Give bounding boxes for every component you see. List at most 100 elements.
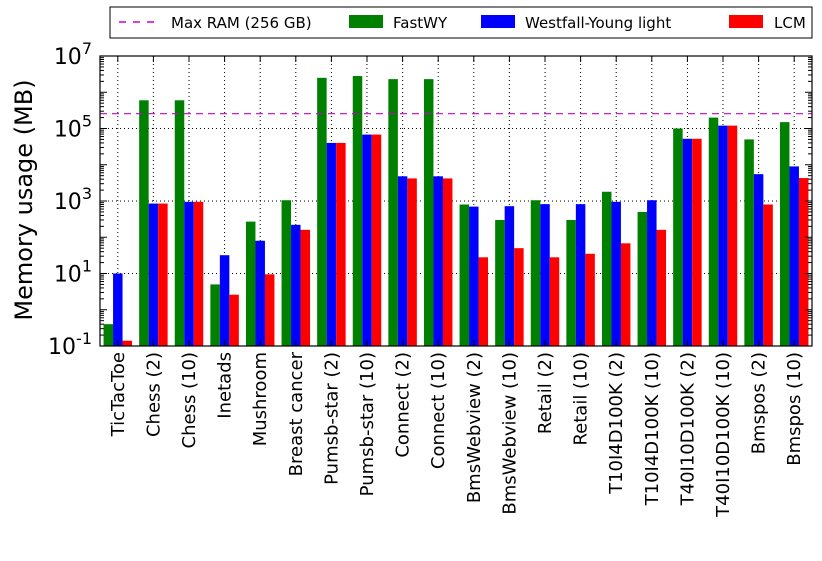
bar-fastwy-bmswebview-2 xyxy=(459,204,470,346)
x-tick-label: Retail (10) xyxy=(571,352,592,446)
legend-label-lcm: LCM xyxy=(774,14,806,32)
x-tick-label: T40I10D100K (2) xyxy=(677,352,698,506)
x-tick-label: T10I4D100K (10) xyxy=(642,352,663,506)
x-tick-label: Bmspos (10) xyxy=(784,352,805,466)
bar-fastwy-bmswebview-10 xyxy=(495,219,505,346)
bar-fastwy-pumsb-star-2 xyxy=(317,77,327,346)
legend-item-max-ram: Max RAM (256 GB) xyxy=(119,14,312,32)
legend-swatch-westfall-young xyxy=(481,15,515,28)
bar-westfall-young-light-connect-10 xyxy=(433,176,443,346)
y-axis-label: Memory usage (MB) xyxy=(10,79,38,320)
bar-westfall-young-light-pumsb-star-10 xyxy=(362,134,372,346)
bar-lcm-retail-10 xyxy=(585,253,595,346)
x-tick-label: Chess (2) xyxy=(143,352,164,437)
x-tick-label: Pumsb-star (2) xyxy=(321,352,342,485)
x-tick-label: Connect (2) xyxy=(393,352,414,458)
bar-fastwy-pumsb-star-10 xyxy=(352,76,363,346)
bar-lcm-chess-10 xyxy=(193,201,204,346)
x-tick-label: Retail (2) xyxy=(535,352,556,434)
bar-lcm-connect-2 xyxy=(407,178,417,346)
legend-item-lcm: LCM xyxy=(729,14,806,32)
bar-fastwy-chess-10 xyxy=(174,100,185,346)
bar-fastwy-tictactoe xyxy=(103,324,114,346)
x-tick-label: Connect (10) xyxy=(428,352,449,469)
y-axis-ticks: 10-1 101 103 105 107 xyxy=(48,39,812,360)
bar-lcm-t40i10d100k-10 xyxy=(727,125,738,347)
bar-westfall-young-light-retail-2 xyxy=(540,204,550,346)
x-tick-label: Breast cancer xyxy=(286,351,307,476)
bar-fastwy-bmspos-10 xyxy=(779,122,790,346)
legend-item-westfall-young: Westfall-Young light xyxy=(481,14,671,32)
bar-westfall-young-light-bmspos-2 xyxy=(753,174,764,346)
legend-item-fastwy: FastWY xyxy=(349,14,448,32)
bar-lcm-bmswebview-2 xyxy=(478,257,489,346)
bar-westfall-young-light-tictactoe xyxy=(113,273,123,346)
x-axis-ticks: TicTacToe Chess (2) Chess (10) Inetads Mushr… xyxy=(108,56,805,518)
bar-fastwy-t40i10d100k-10 xyxy=(708,117,719,346)
bar-lcm-connect-10 xyxy=(442,178,453,346)
bars xyxy=(103,76,809,347)
legend-label-max-ram: Max RAM (256 GB) xyxy=(171,14,312,32)
x-tick-label: T40I10D100K (10) xyxy=(713,352,734,518)
y-tick-label: 103 xyxy=(54,184,92,215)
bar-fastwy-retail-2 xyxy=(530,200,541,346)
bar-lcm-breast-cancer xyxy=(300,229,311,346)
bar-fastwy-connect-2 xyxy=(388,79,398,347)
x-tick-label: Mushroom xyxy=(250,352,271,446)
bar-westfall-young-light-t10i4d100k-10 xyxy=(647,200,657,346)
bar-lcm-pumsb-star-10 xyxy=(371,134,382,346)
bar-westfall-young-light-pumsb-star-2 xyxy=(326,142,337,346)
x-tick-label: BmsWebview (2) xyxy=(464,352,485,503)
legend-label-westfall-young: Westfall-Young light xyxy=(525,14,671,32)
legend-label-fastwy: FastWY xyxy=(393,14,448,32)
bar-lcm-inetads xyxy=(229,294,239,346)
bar-westfall-young-light-bmswebview-2 xyxy=(469,206,479,346)
bar-lcm-chess-2 xyxy=(158,203,168,346)
y-tick-label: 107 xyxy=(54,39,92,70)
bar-fastwy-bmspos-2 xyxy=(744,139,754,346)
y-tick-label: 10-1 xyxy=(48,329,92,360)
bar-fastwy-t10i4d100k-10 xyxy=(637,211,648,346)
bar-fastwy-connect-10 xyxy=(423,79,434,347)
x-tick-label: TicTacToe xyxy=(108,352,129,437)
bar-westfall-young-light-t10i4d100k-2 xyxy=(611,201,621,346)
y-tick-label: 105 xyxy=(54,112,92,143)
x-tick-label: Bmspos (2) xyxy=(749,352,770,454)
bar-lcm-tictactoe xyxy=(122,340,133,346)
bar-westfall-young-light-bmspos-10 xyxy=(789,166,799,346)
bar-lcm-t10i4d100k-10 xyxy=(656,229,667,346)
bar-fastwy-chess-2 xyxy=(139,100,149,346)
bar-westfall-young-light-connect-2 xyxy=(397,176,408,346)
bar-lcm-mushroom xyxy=(264,274,275,346)
x-tick-label: BmsWebview (10) xyxy=(499,352,520,515)
x-tick-label: Inetads xyxy=(215,352,236,419)
bar-lcm-t40i10d100k-2 xyxy=(692,138,702,346)
bar-westfall-young-light-t40i10d100k-2 xyxy=(682,138,693,346)
bar-westfall-young-light-t40i10d100k-10 xyxy=(718,125,728,347)
bar-fastwy-t10i4d100k-2 xyxy=(601,191,612,346)
x-tick-label: Chess (10) xyxy=(179,352,200,448)
bar-fastwy-breast-cancer xyxy=(281,200,292,346)
legend-swatch-lcm xyxy=(729,15,763,28)
bar-lcm-t10i4d100k-2 xyxy=(620,243,631,346)
bar-fastwy-t40i10d100k-2 xyxy=(673,128,683,346)
x-tick-label: T10I4D100K (2) xyxy=(606,352,627,495)
bar-westfall-young-light-breast-cancer xyxy=(291,224,301,346)
bar-lcm-retail-2 xyxy=(549,257,560,346)
bar-westfall-young-light-inetads xyxy=(219,255,230,346)
bar-fastwy-retail-10 xyxy=(566,219,576,346)
bar-fastwy-inetads xyxy=(210,284,220,346)
bar-lcm-pumsb-star-2 xyxy=(336,142,346,346)
bar-lcm-bmspos-10 xyxy=(798,178,809,346)
bar-westfall-young-light-chess-10 xyxy=(184,201,194,346)
bar-westfall-young-light-bmswebview-10 xyxy=(504,206,515,346)
bar-lcm-bmspos-2 xyxy=(763,204,773,346)
x-tick-label: Pumsb-star (10) xyxy=(357,352,378,496)
legend-box xyxy=(109,6,813,39)
bar-lcm-bmswebview-10 xyxy=(514,248,524,346)
bar-fastwy-mushroom xyxy=(245,221,256,346)
bar-westfall-young-light-mushroom xyxy=(255,240,265,346)
bar-westfall-young-light-chess-2 xyxy=(148,203,159,346)
bar-westfall-young-light-retail-10 xyxy=(575,204,586,346)
